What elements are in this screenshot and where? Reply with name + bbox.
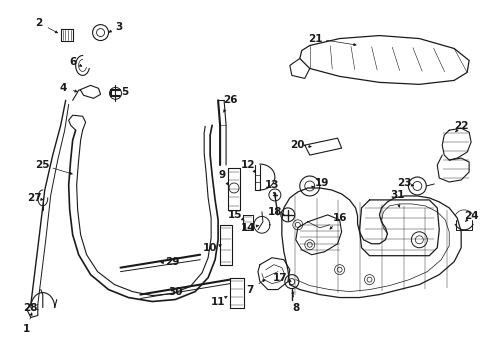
Text: 22: 22 bbox=[453, 121, 468, 131]
Text: 21: 21 bbox=[308, 33, 322, 44]
Text: 13: 13 bbox=[264, 180, 279, 190]
Text: 12: 12 bbox=[240, 160, 255, 170]
Text: 31: 31 bbox=[389, 190, 404, 200]
Text: 11: 11 bbox=[210, 297, 225, 306]
Text: 1: 1 bbox=[23, 324, 30, 334]
Text: 10: 10 bbox=[203, 243, 217, 253]
Text: 23: 23 bbox=[396, 178, 411, 188]
Text: 25: 25 bbox=[36, 160, 50, 170]
Text: 3: 3 bbox=[115, 22, 122, 32]
Text: 27: 27 bbox=[27, 193, 42, 203]
Text: 9: 9 bbox=[218, 170, 225, 180]
Text: 15: 15 bbox=[227, 210, 242, 220]
Text: 19: 19 bbox=[314, 178, 328, 188]
Text: 26: 26 bbox=[223, 95, 237, 105]
Text: 20: 20 bbox=[290, 140, 305, 150]
Text: 24: 24 bbox=[463, 211, 477, 221]
Text: 5: 5 bbox=[121, 87, 128, 97]
Text: 17: 17 bbox=[272, 273, 286, 283]
Text: 16: 16 bbox=[332, 213, 346, 223]
Text: 2: 2 bbox=[35, 18, 42, 28]
Text: 28: 28 bbox=[23, 302, 38, 312]
Text: 8: 8 bbox=[291, 302, 299, 312]
Text: 18: 18 bbox=[267, 207, 282, 217]
Text: 14: 14 bbox=[240, 223, 255, 233]
Text: 30: 30 bbox=[168, 287, 182, 297]
Text: 6: 6 bbox=[69, 58, 76, 67]
Text: 29: 29 bbox=[165, 257, 179, 267]
Text: 7: 7 bbox=[246, 284, 253, 294]
Text: 4: 4 bbox=[59, 84, 66, 93]
